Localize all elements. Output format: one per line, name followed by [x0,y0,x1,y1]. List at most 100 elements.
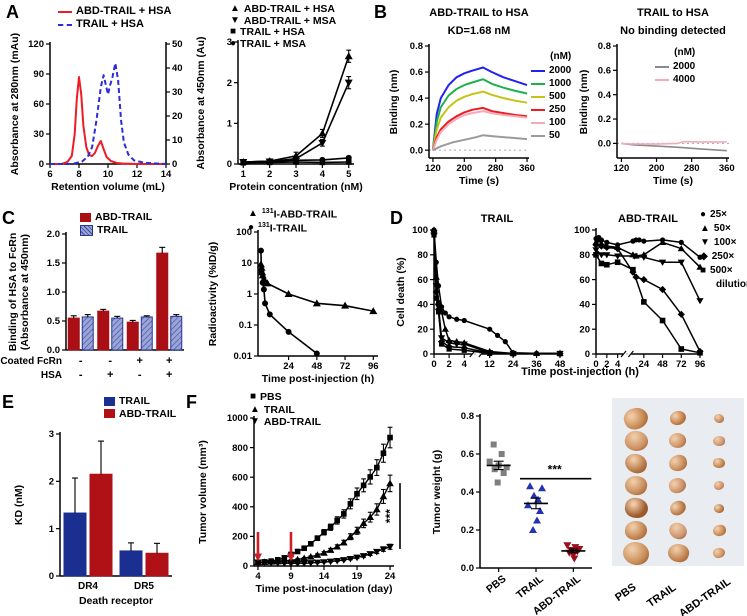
legend-line-swatch [531,96,545,98]
photo-label-pbs: PBS [613,581,639,604]
y-axis-title: Absorbance at 450nm (Au) [195,36,207,169]
y-tick-label: 1 [247,289,253,300]
legend-tri-marker-icon: ▲ [248,208,258,219]
y-tick-label: 0.4 [461,487,475,498]
y-tick-label: 80 [417,250,428,261]
y-tick-label: 40 [579,300,590,311]
matrix-value: - [79,369,83,381]
tumor-photo-pbs-row7 [622,541,650,565]
y-tick-label: 0.0 [47,345,60,356]
y-axis-title: Binding (nm) [388,70,400,135]
legend-label: 250 [549,104,566,115]
legend-item: 250 [531,105,571,115]
chart-f1-legend: ■ PBS ▲ TRAIL ▼ ABD-TRAIL [250,392,321,430]
legend-line-swatch [531,83,545,85]
x-tick-label: 0 [593,359,598,370]
chart-c1-legend: ABD-TRAIL TRAIL [80,212,152,238]
y-tick-label: 60 [33,99,44,110]
y-tick-label: 200 [232,532,248,543]
legend-circle-marker-icon: ● [700,209,707,220]
x-tick-label: 24 [639,359,650,370]
x-tick-label: 200 [649,163,665,174]
x-tick-label: 12 [132,169,143,180]
tumor-photo-trail-row4 [667,475,689,496]
y-tick-label: 20 [579,324,590,335]
matrix-row-label: HSA [41,370,62,381]
significance-stars: *** [548,463,562,477]
x-tick-label: 4 [615,359,621,370]
panel-c-label: C [2,208,15,228]
legend-item: ● 131I-TRAIL [248,222,337,234]
legend-label: TRAIL [119,395,150,407]
legend-label: ABD-TRAIL + HSA [76,5,172,17]
x-tick-label: 2 [267,169,272,180]
x-tick-label: 48 [312,361,323,372]
legend-item: dilution [700,280,747,290]
y2-tick-label: 0 [172,159,177,170]
matrix-row-label: Coated FcRn [0,356,62,367]
chart-c2-legend: ▲ 131I-ABD-TRAIL ● 131I-TRAIL [248,208,337,236]
y-tick-label: 0.2 [461,525,474,536]
legend-header: (nM) [674,47,696,58]
x-tick-label: 360 [719,163,735,174]
legend-tri-marker-icon: ▲ [700,223,710,234]
legend-item: 2000 [531,66,571,76]
trail-hsa-kinetics-chart: TRAIL to HSA No binding detected 0.0 0.2 0.4… [578,7,735,187]
y-tick-label: 0.01 [234,351,253,362]
radioactivity-clearance-chart: 0.01 0.1 1 10 100 Radioactivity (%ID/g) 24 48 72… [207,227,379,385]
legend-line-swatch [58,10,72,13]
x-tick-label: 24 [508,359,519,370]
tumor-photo-pbs-row3 [623,451,649,475]
legend-square-marker-icon: ■ [250,391,257,403]
tumor-photo-pbs-row5 [623,496,649,520]
y-axis-title: Tumor volume (mm³) [197,440,209,544]
legend-item: ▲ 131I-ABD-TRAIL [248,208,337,220]
chart-title: TRAIL [481,213,514,225]
legend-tri-marker-icon: ▲ [250,403,260,415]
x-tick-label: 9 [288,571,293,582]
legend-label: TRAIL + HSA [76,18,144,30]
legend-diamond-marker-icon: ◆ [700,251,708,262]
tumor-photo-pbs-row1 [621,404,652,432]
x-tick-label: 0 [431,359,436,370]
legend-color-swatch [104,396,115,406]
tumor-photo-abd-trail-row2 [713,435,726,446]
x-tick-label: 280 [684,163,700,174]
y-tick-label: 400 [232,502,248,513]
x-tick-label: 96 [695,359,706,370]
tumor-photo-abd-trail-row6 [711,524,727,537]
legend-label: ABD-TRAIL [119,407,177,420]
x-tick-label: 12 [484,359,495,370]
legend-item: ▼ ABD-TRAIL [250,417,321,428]
significance-stars: *** [383,509,397,523]
chart-d2-legend: ●25×▲50×▼100×◆250×■500×dilution [700,210,747,294]
x-tick-label: 14 [161,169,172,180]
legend-item: ■ 500× [700,266,747,276]
legend-label: ABD-TRAIL + HSA [243,3,336,15]
x-tick-label: 120 [613,163,629,174]
legend-label: 50× [713,223,731,234]
legend-item: 4000 [655,75,695,85]
legend-item: ● TRAIL + MSA [230,37,336,50]
y-tick-label: 1 [49,524,55,535]
y2-tick-label: 30 [172,87,183,98]
legend-line-swatch [655,66,669,68]
y-tick-label: 100 [412,225,428,236]
matrix-value: + [107,369,113,381]
legend-label: TRAIL + MSA [240,37,307,50]
tumor-photo-pbs-row2 [622,427,651,454]
x-tick-label: 200 [456,163,472,174]
y-tick-label: 1.0 [47,287,60,298]
panel-d-label: D [390,208,403,228]
legend-line-swatch [531,122,545,124]
legend-item: 100 [531,118,571,128]
y-tick-label: 2 [227,78,232,89]
legend-item: ABD-TRAIL + HSA [58,6,171,17]
y-tick-label: 0.8 [410,41,423,52]
legend-line-swatch [531,135,545,137]
panel-e-label: E [2,392,15,412]
tumor-photo-trail-row6 [666,520,690,541]
chart-title: KD=1.68 nM [448,25,511,37]
